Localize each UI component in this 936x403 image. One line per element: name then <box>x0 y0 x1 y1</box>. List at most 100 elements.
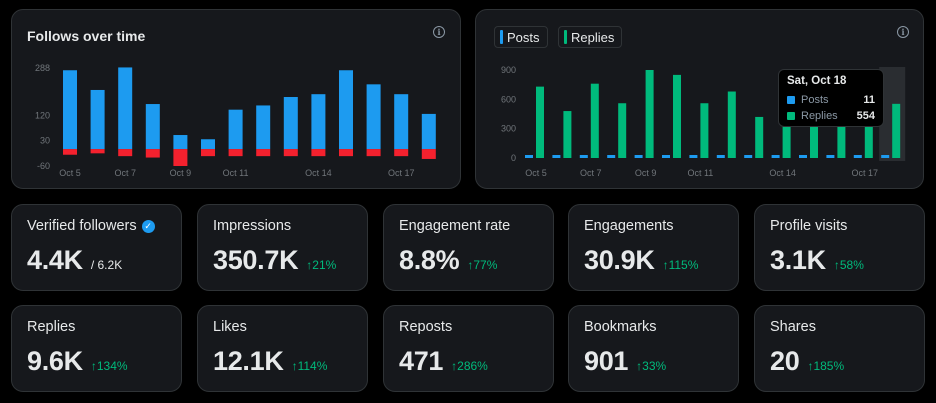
metric-total: / 6.2K <box>90 258 123 272</box>
unfollows-bar <box>173 149 188 166</box>
metric-label: Reposts <box>399 319 453 335</box>
metric-profile-visits[interactable]: Profile visits 3.1K ↑58% <box>754 204 925 291</box>
posts-bar <box>853 155 862 158</box>
posts-bar <box>744 155 753 158</box>
metric-reposts[interactable]: Reposts 471 ↑286% <box>383 305 554 392</box>
tooltip-replies-swatch <box>787 112 795 120</box>
unfollows-bar <box>118 149 133 157</box>
legend-replies[interactable]: Replies <box>558 26 623 48</box>
replies-bar <box>892 103 901 158</box>
metric-value: 12.1K <box>213 346 284 376</box>
posts-bar <box>607 155 616 158</box>
legend-posts-label: Posts <box>507 29 540 45</box>
replies-bar <box>618 103 627 158</box>
follows-bar <box>145 104 160 150</box>
metric-shares[interactable]: Shares 20 ↑185% <box>754 305 925 392</box>
unfollows-bar <box>283 149 298 157</box>
replies-bar <box>563 111 572 158</box>
posts-bar <box>552 155 561 158</box>
metric-value: 4.4K <box>27 245 83 275</box>
tooltip-replies-value: 554 <box>856 110 875 122</box>
follows-bar <box>118 67 133 150</box>
posts-bar <box>826 155 835 158</box>
posts-bar <box>662 155 670 158</box>
follows-chart[interactable]: 288 120 30 -60 Oct 5 Oct 7 Oct 9 Oct 11 Oct 14 Oc… <box>12 10 462 190</box>
follows-bar <box>63 70 77 150</box>
metric-label: Engagement rate <box>399 218 511 234</box>
x-tick-label: Oct 5 <box>59 168 81 178</box>
info-icon[interactable]: i <box>897 26 909 38</box>
metric-likes[interactable]: Likes 12.1K ↑114% <box>197 305 368 392</box>
x-tick-label: Oct 7 <box>580 168 602 178</box>
y-tick-label: 600 <box>501 94 516 104</box>
replies-bar <box>837 97 846 158</box>
tooltip-posts-value: 11 <box>863 94 875 106</box>
metric-value: 350.7K <box>213 245 299 275</box>
posts-bar <box>799 155 807 158</box>
follows-bar <box>311 94 326 150</box>
y-tick-label: 300 <box>501 124 516 134</box>
tooltip-posts-swatch <box>787 96 795 104</box>
metric-change: ↑114% <box>291 359 328 373</box>
metric-change: ↑134% <box>90 359 128 373</box>
x-tick-label: Oct 5 <box>525 168 547 178</box>
unfollows-bar <box>256 149 271 157</box>
tooltip-row-replies: Replies 554 <box>787 108 875 124</box>
chart-tooltip: Sat, Oct 18 Posts 11 Replies 554 <box>778 69 884 127</box>
posts-bar <box>881 155 890 158</box>
posts-bar <box>771 155 780 158</box>
replies-bar <box>590 83 599 158</box>
metric-value: 20 <box>770 346 800 376</box>
x-tick-label: Oct 11 <box>223 168 249 178</box>
metric-change: ↑185% <box>807 359 845 373</box>
posts-bar <box>579 155 588 158</box>
posts-swatch <box>500 30 503 44</box>
follows-bar <box>201 139 215 150</box>
x-tick-label: Oct 17 <box>852 168 879 178</box>
metric-change: ↑33% <box>636 359 667 373</box>
metric-bookmarks[interactable]: Bookmarks 901 ↑33% <box>568 305 739 392</box>
legend-replies-label: Replies <box>571 29 615 45</box>
unfollows-bar <box>394 149 409 157</box>
metric-value: 471 <box>399 346 444 376</box>
unfollows-bar <box>145 149 160 158</box>
metric-engagement-rate[interactable]: Engagement rate 8.8% ↑77% <box>383 204 554 291</box>
replies-bar <box>864 103 873 158</box>
metric-verified-followers[interactable]: Verified followers ✓ 4.4K / 6.2K <box>11 204 182 291</box>
legend-posts[interactable]: Posts <box>494 26 548 48</box>
follows-bar <box>90 89 105 150</box>
replies-bar <box>673 74 681 158</box>
metric-value: 901 <box>584 346 629 376</box>
replies-bar <box>700 103 709 158</box>
posts-bar <box>525 155 533 158</box>
posts-replies-chart[interactable]: 0 300 600 900 Oct 5 Oct 7 Oct 9 Oct 11 Oct 14 Oct… <box>476 10 925 190</box>
metric-impressions[interactable]: Impressions 350.7K ↑21% <box>197 204 368 291</box>
unfollows-bar <box>366 149 381 157</box>
follows-bar <box>256 105 271 150</box>
metric-engagements[interactable]: Engagements 30.9K ↑115% <box>568 204 739 291</box>
x-tick-label: Oct 7 <box>114 168 136 178</box>
metric-value: 30.9K <box>584 245 655 275</box>
y-tick-label: 0 <box>511 153 516 163</box>
metric-label: Engagements <box>584 218 674 234</box>
unfollows-bar <box>228 149 243 157</box>
metric-replies[interactable]: Replies 9.6K ↑134% <box>11 305 182 392</box>
verified-badge-icon: ✓ <box>141 219 155 233</box>
posts-bar <box>716 155 725 158</box>
y-tick-label: 900 <box>501 65 516 75</box>
tooltip-posts-label: Posts <box>801 94 829 106</box>
replies-bar <box>536 86 544 158</box>
unfollows-bar <box>201 149 215 157</box>
x-tick-label: Oct 11 <box>687 168 713 178</box>
replies-swatch <box>564 30 567 44</box>
metric-label: Likes <box>213 319 247 335</box>
y-tick-label: 288 <box>35 63 50 73</box>
unfollows-bar <box>339 149 353 157</box>
unfollows-bar <box>90 149 105 154</box>
replies-bar <box>645 70 654 158</box>
tooltip-date: Sat, Oct 18 <box>787 75 847 87</box>
x-tick-label: Oct 9 <box>635 168 657 178</box>
replies-bar <box>810 107 818 158</box>
info-icon[interactable]: i <box>433 26 445 38</box>
posts-bar <box>634 155 643 158</box>
